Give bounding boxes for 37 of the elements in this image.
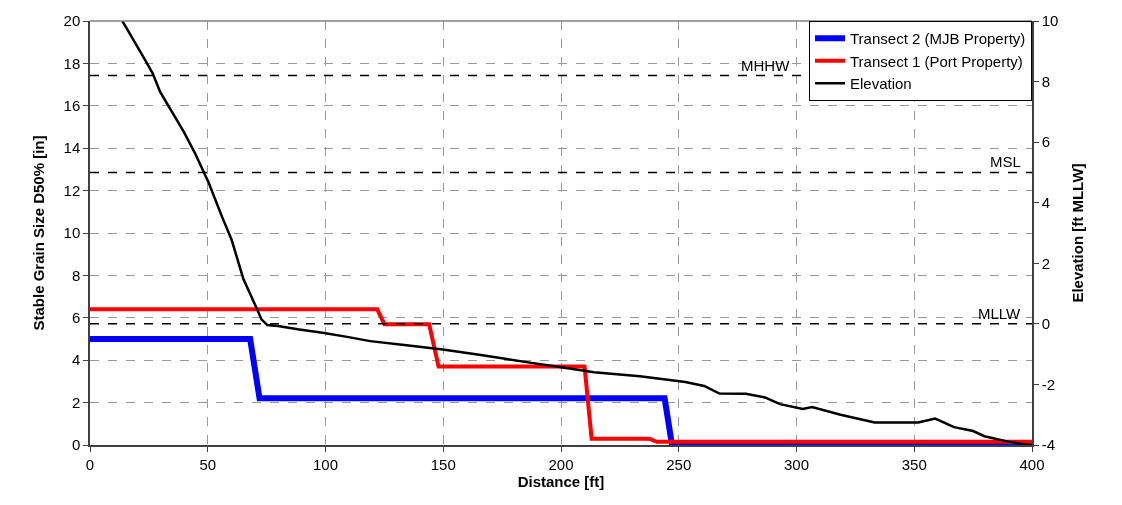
ref-line-label: MLLW [978,305,1022,322]
y2-tick-label: 4 [1041,193,1051,211]
y-tick-label: 8 [71,266,81,284]
y2-tick-label: -4 [1041,436,1056,454]
x-axis-title: Distance [ft] [517,472,605,490]
ref-line-label: MSL [990,153,1021,170]
y-tick-label: 12 [63,181,81,199]
y-tick-label: 16 [63,97,81,115]
x-tick-label: 300 [783,455,810,473]
legend-label: Transect 2 (MJB Property) [850,30,1026,48]
x-tick-label: 50 [199,455,217,473]
x-tick-label: 400 [1019,455,1045,473]
x-tick-label: 250 [666,455,692,473]
y2-tick-label: 10 [1041,12,1059,30]
y-tick-label: 20 [63,12,81,30]
y-axis-title: Stable Grain Size D50% [in] [30,135,48,331]
x-tick-label: 150 [430,455,456,473]
y-tick-label: 6 [71,309,81,327]
y-tick-label: 14 [63,139,81,157]
legend-label: Elevation [850,75,912,93]
x-tick-label: 0 [85,455,95,473]
y2-tick-label: 6 [1041,133,1051,151]
y2-tick-label: 8 [1041,72,1051,90]
x-tick-label: 350 [901,455,927,473]
y-tick-label: 4 [71,351,81,369]
x-tick-label: 200 [548,455,574,473]
y2-tick-label: 0 [1041,315,1051,333]
y-tick-label: 18 [63,54,81,72]
y2-tick-label: 2 [1041,254,1051,272]
legend-label: Transect 1 (Port Property) [850,52,1023,70]
y-tick-label: 2 [71,393,81,411]
y-tick-label: 10 [63,224,81,242]
y-tick-label: 0 [71,436,81,454]
y2-tick-label: -2 [1041,375,1056,393]
y2-axis-title: Elevation [ft MLLW] [1068,163,1086,303]
x-tick-label: 100 [312,455,339,473]
ref-line-label: MHHW [741,57,791,74]
